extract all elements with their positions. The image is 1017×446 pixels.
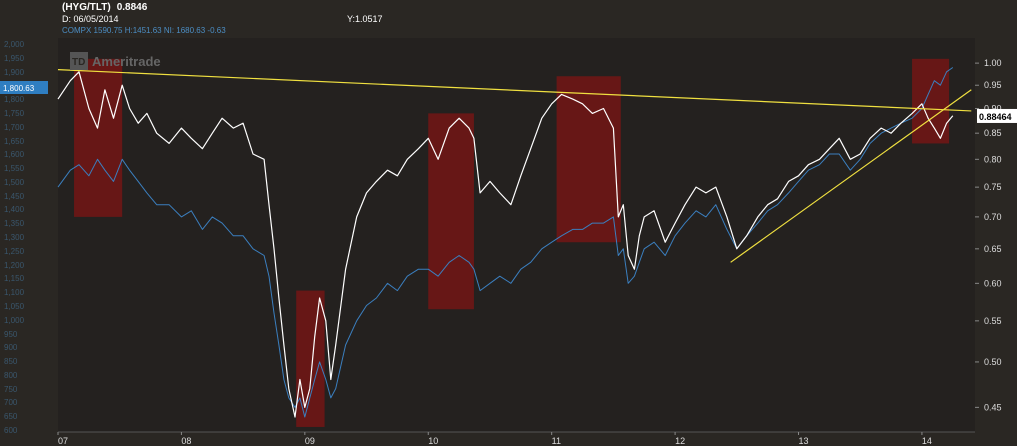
left-axis-tick: 1,350 (4, 219, 25, 229)
y-tick-label: 0.90 (984, 104, 1002, 114)
logo-mark-text: TD (72, 57, 85, 68)
left-axis-tick: 1,100 (4, 288, 25, 298)
y-axis-right: 1.00 0.95 0.90 0.85 0.80 0.75 0.70 0.65 0.60 0.55… (975, 58, 1002, 412)
comparison-series-line (57, 67, 954, 418)
y-tick-label: 1.00 (984, 58, 1002, 68)
trendline (730, 89, 972, 263)
left-axis-badge-label: 1,800.63 (3, 84, 35, 93)
left-axis-tick: 1,650 (4, 136, 25, 146)
highlight-zone (74, 58, 123, 217)
left-axis-tick: 1,300 (4, 233, 25, 242)
x-axis: 07 08 09 10 11 12 13 14 (57, 431, 975, 446)
left-axis-tick: 1,250 (4, 246, 25, 256)
chart-header: (HYG/TLT) 0.8846 D: 06/05/2014 Y:1.0517 C… (0, 0, 1017, 38)
highlight-zone (556, 76, 621, 243)
left-axis-tick: 1,450 (4, 191, 25, 201)
left-axis-tick: 700 (4, 398, 18, 408)
symbol-label: (HYG/TLT) 0.8846 (62, 2, 148, 13)
y-tick-label: 0.65 (984, 244, 1002, 254)
trendline (57, 69, 972, 112)
left-axis-tick: 1,400 (4, 205, 25, 215)
plot-area (58, 38, 975, 432)
left-axis-tick: 1,600 (4, 150, 25, 160)
left-axis-badge (0, 81, 48, 94)
logo-mark (70, 52, 88, 70)
left-axis-tick: 1,550 (4, 164, 25, 174)
cursor-date: D: 06/05/2014 (62, 14, 119, 24)
y-tick-label: 0.70 (984, 212, 1002, 222)
highlight-zones (74, 58, 950, 427)
y-tick-label: 0.95 (984, 80, 1002, 90)
left-axis-tick: 1,800 (4, 95, 25, 105)
left-axis-tick: 850 (4, 357, 18, 367)
watermark-logo: TD Ameritrade (70, 52, 161, 70)
left-axis-tick: 800 (4, 370, 18, 380)
left-axis-tick: 1,150 (4, 274, 25, 284)
left-axis-tick: 1,700 (4, 122, 25, 132)
comparison-legend: COMPX 1590.75 H:1451.63 NI: 1680.63 -0.6… (62, 26, 226, 35)
x-tick-label: 07 (58, 436, 68, 446)
y-tick-label: 0.50 (984, 357, 1002, 367)
series-lines (57, 67, 954, 418)
current-value-badge (977, 108, 1017, 123)
left-axis-tick: 650 (4, 412, 18, 422)
y-tick-label: 0.85 (984, 128, 1002, 138)
left-axis-tick: 1,950 (4, 53, 25, 63)
x-tick-label: 10 (428, 436, 438, 446)
left-axis-tick: 1,500 (4, 177, 25, 187)
y-tick-label: 0.80 (984, 154, 1002, 164)
left-axis-tick: 750 (4, 384, 18, 394)
x-tick-label: 09 (305, 436, 315, 446)
highlight-zone (428, 113, 474, 310)
ratio-series-line (57, 71, 954, 418)
highlight-zone (912, 58, 950, 144)
x-tick-label: 14 (922, 436, 932, 446)
cursor-y: Y:1.0517 (347, 14, 383, 24)
left-axis-tick: 1,750 (4, 108, 25, 118)
current-value-label: 0.88464 (979, 112, 1012, 122)
left-axis-tick: 1,050 (4, 301, 25, 311)
watermark-text: Ameritrade (92, 54, 161, 69)
y-tick-label: 0.75 (984, 182, 1002, 192)
x-tick-label: 13 (799, 436, 809, 446)
y-tick-label: 0.55 (984, 316, 1002, 326)
left-axis-tick: 1,000 (4, 315, 25, 325)
x-tick-label: 12 (675, 436, 685, 446)
y-tick-label: 0.60 (984, 278, 1002, 288)
y-tick-label: 0.45 (984, 402, 1002, 412)
highlight-zone (296, 290, 325, 427)
trendlines (57, 69, 972, 263)
left-axis-tick: 950 (4, 329, 18, 339)
x-tick-label: 08 (181, 436, 191, 446)
left-axis-tick: 900 (4, 343, 18, 353)
left-axis-tick: 1,900 (4, 67, 25, 77)
left-axis-tick: 600 (4, 426, 18, 435)
left-axis-tick: 2,000 (4, 40, 25, 49)
x-tick-label: 11 (552, 436, 561, 446)
axis-badges: 0.88464 1,800.63 (0, 81, 1017, 123)
left-axis-tick: 1,200 (4, 260, 25, 270)
